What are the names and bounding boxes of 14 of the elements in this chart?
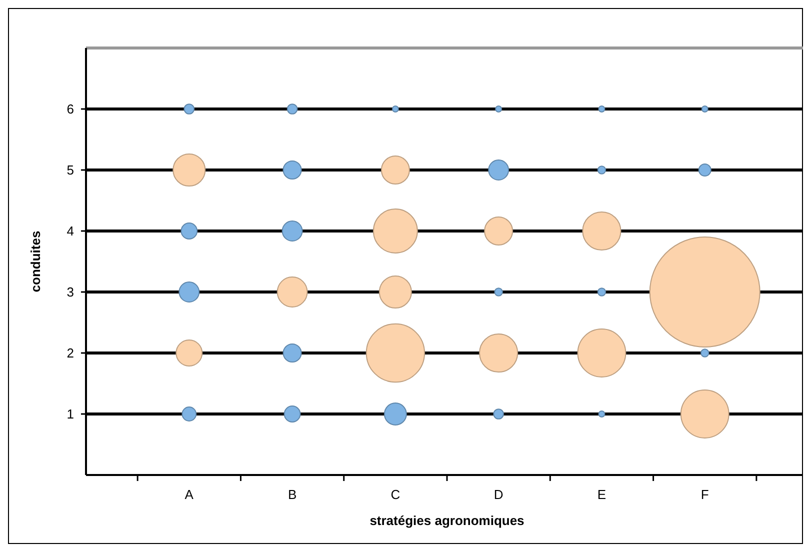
y-axis-title: conduites — [28, 230, 43, 292]
x-tick-label: D — [494, 487, 504, 502]
x-tick-label: E — [597, 487, 606, 502]
y-tick-label: 2 — [66, 346, 74, 361]
x-tick-label: F — [700, 487, 709, 502]
x-tick-label: B — [288, 487, 297, 502]
x-axis-title: stratégies agronomiques — [370, 513, 524, 528]
y-tick-label: 4 — [66, 224, 74, 239]
x-tick-label: C — [390, 487, 400, 502]
y-tick-label: 1 — [66, 406, 74, 422]
x-tick-label: A — [184, 487, 194, 502]
y-tick-label: 6 — [66, 102, 74, 117]
y-tick-label: 3 — [66, 284, 74, 300]
y-tick-label: 5 — [66, 162, 74, 178]
